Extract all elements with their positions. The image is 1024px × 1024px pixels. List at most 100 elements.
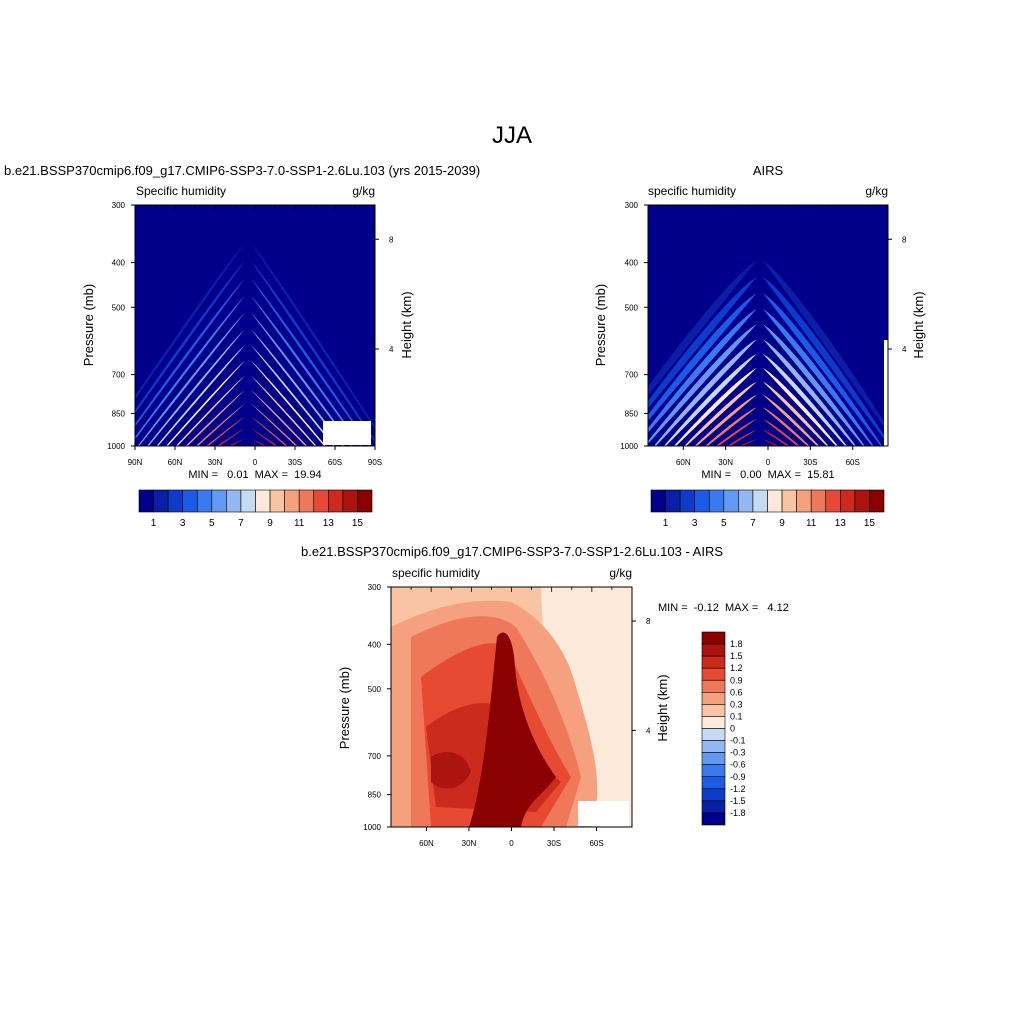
contour-level (715, 418, 800, 446)
colorbar-swatch (701, 764, 726, 778)
y-tick-label: 1000 (620, 442, 638, 451)
colorbar-swatch (723, 489, 739, 513)
colorbar-swatch (701, 643, 726, 657)
panel-airs-left-label: specific humidity (648, 184, 736, 198)
y-right-tick-label: 4 (902, 345, 907, 354)
y-tick-label: 700 (625, 371, 639, 380)
colorbar-label: 0.3 (730, 699, 743, 709)
contour-level (431, 752, 471, 789)
x-tick-label: 30N (462, 839, 477, 848)
y-right-tick-label: 4 (389, 345, 394, 354)
colorbar-swatch (701, 740, 726, 753)
colorbar-swatch (269, 489, 285, 513)
colorbar-swatch (701, 631, 726, 645)
panel-airs-title: AIRS (753, 163, 784, 178)
y-right-tick-label: 8 (902, 235, 907, 244)
colorbar-label: -0.9 (730, 772, 746, 782)
colorbar-swatch (810, 489, 827, 513)
panel-diff-units: g/kg (609, 566, 632, 580)
contour-level (727, 429, 790, 446)
panel-model-contour-field (135, 205, 375, 446)
panel-airs-missing-region (884, 340, 888, 446)
colorbar-swatch (182, 489, 198, 513)
colorbar-label: -0.1 (730, 736, 746, 746)
colorbar-swatch (701, 800, 726, 814)
contour-level (227, 438, 268, 446)
colorbar-swatch (701, 812, 726, 826)
contour-level (135, 278, 371, 446)
contour-level (738, 439, 780, 446)
panel-diff: b.e21.BSSP370cmip6.f09_g17.CMIP6-SSP3-7.… (301, 544, 789, 848)
colorbar-swatch (701, 716, 726, 729)
y-tick-label: 850 (625, 409, 639, 418)
panel-model-ylabel-right: Height (km) (399, 291, 414, 358)
colorbar-swatch (854, 489, 870, 513)
y-tick-label: 500 (625, 303, 639, 312)
x-tick-label: 60S (328, 458, 342, 467)
panel-model-title: b.e21.BSSP370cmip6.f09_g17.CMIP6-SSP3-7.… (4, 163, 480, 178)
colorbar-swatch (752, 489, 768, 513)
panel-model-units: g/kg (352, 184, 375, 198)
colorbar-label: 0.1 (730, 711, 743, 721)
y-tick-label: 850 (112, 409, 126, 418)
colorbar-label: 11 (294, 518, 305, 529)
y-tick-label: 400 (625, 259, 639, 268)
panel-diff-left-label: specific humidity (392, 566, 480, 580)
colorbar-label: -1.5 (730, 796, 746, 806)
y-right-tick-label: 8 (646, 617, 651, 626)
x-tick-label: 0 (766, 458, 771, 467)
colorbar-label: 13 (323, 518, 335, 529)
x-tick-label: 90S (368, 458, 382, 467)
colorbar-swatch (708, 489, 725, 513)
page-title: JJA (492, 122, 532, 149)
x-tick-label: 60N (419, 839, 434, 848)
panel-diff-ylabel-right: Height (km) (655, 674, 670, 741)
y-tick-label: 700 (368, 752, 382, 761)
panel-model-colorbar: 1 3 5 7 9 11 13 15 (138, 489, 373, 529)
colorbar-label: 1.2 (730, 663, 743, 673)
colorbar-swatch (701, 728, 726, 741)
colorbar-swatch (825, 489, 841, 513)
y-tick-label: 400 (112, 259, 126, 268)
colorbar-swatch (701, 788, 726, 802)
y-right-tick-label: 8 (389, 235, 394, 244)
colorbar-label: 9 (779, 518, 785, 529)
colorbar-label: 5 (721, 518, 727, 529)
colorbar-swatch (328, 489, 344, 513)
x-tick-label: 90N (128, 458, 143, 467)
panel-model-stats: MIN = 0.01 MAX = 19.94 (188, 469, 321, 481)
colorbar-swatch (255, 489, 271, 513)
colorbar-label: 1 (151, 518, 157, 529)
panel-airs-ylabel: Pressure (mb) (593, 284, 608, 366)
x-tick-label: 60N (676, 458, 691, 467)
colorbar-swatch (138, 489, 154, 513)
y-tick-label: 500 (112, 303, 126, 312)
panel-model-ylabel: Pressure (mb) (81, 284, 96, 366)
colorbar-swatch (167, 489, 183, 513)
colorbar-label: 5 (209, 518, 215, 529)
colorbar-swatch (701, 679, 726, 693)
colorbar-label: 3 (692, 518, 698, 529)
field-background (135, 205, 375, 446)
y-tick-label: 1000 (363, 823, 381, 832)
colorbar-label: -0.3 (730, 748, 746, 758)
panel-diff-colorbar: 1.8 1.5 1.2 0.9 0.6 0.3 0.1 0 -0.1 -0.3 -0.6 -0.9 -1… (701, 631, 746, 826)
colorbar-swatch (869, 489, 885, 513)
panel-airs: AIRS specific humidity g/kg 300 400 500 700… (593, 163, 926, 529)
colorbar-label: 13 (835, 518, 847, 529)
x-tick-label: 30N (718, 458, 733, 467)
y-tick-label: 1000 (107, 442, 125, 451)
colorbar-label: -1.8 (730, 808, 746, 818)
colorbar-label: -1.2 (730, 784, 746, 794)
x-tick-label: 30S (547, 839, 561, 848)
colorbar-label: 0.6 (730, 687, 743, 697)
colorbar-label: 1.8 (730, 639, 743, 649)
colorbar-label: 9 (267, 518, 273, 529)
colorbar-swatch (211, 489, 227, 513)
colorbar-swatch (738, 489, 754, 513)
colorbar-label: 15 (352, 518, 364, 529)
colorbar-label: 11 (806, 518, 817, 529)
colorbar-swatch (650, 489, 666, 513)
x-tick-label: 30S (803, 458, 817, 467)
